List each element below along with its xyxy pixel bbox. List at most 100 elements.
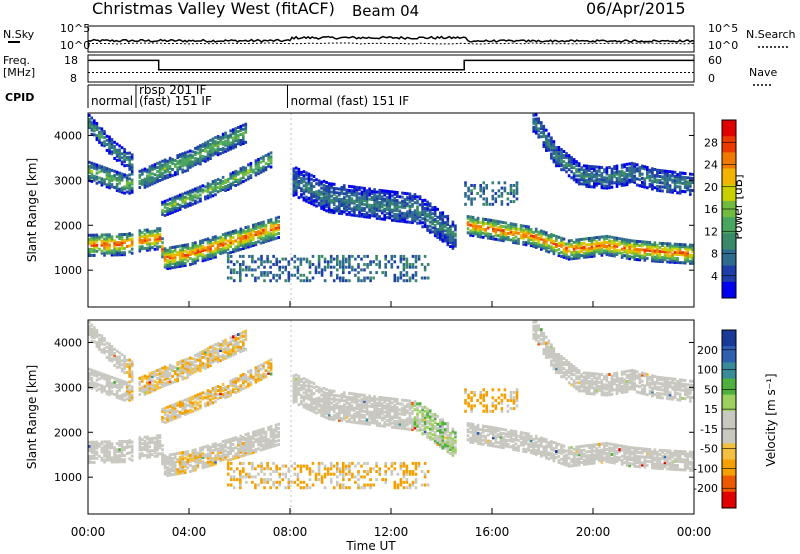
power-cell (194, 201, 197, 205)
power-cell (178, 260, 182, 264)
velocity-cell (110, 357, 114, 361)
power-cell (221, 239, 225, 243)
power-cell (615, 166, 619, 170)
power-cell (196, 200, 200, 204)
power-cell (474, 232, 477, 236)
power-cell (299, 279, 303, 283)
power-cell (115, 150, 119, 154)
power-cell (470, 184, 473, 187)
power-cell (312, 185, 316, 189)
velocity-cell (194, 368, 197, 372)
velocity-cell (231, 455, 235, 459)
velocity-cell (199, 367, 202, 371)
velocity-cell (130, 389, 134, 393)
power-cell (653, 168, 657, 171)
power-cell (666, 169, 669, 173)
velocity-cell (189, 370, 192, 374)
power-cell (216, 137, 220, 140)
power-cell (287, 263, 291, 266)
velocity-cell (166, 417, 169, 421)
power-cell (339, 260, 342, 264)
power-cell (355, 187, 359, 191)
power-cell (628, 162, 631, 166)
velocity-cell (115, 383, 119, 387)
power-cell (231, 130, 235, 134)
power-cell (166, 161, 169, 165)
power-cell (171, 266, 174, 270)
velocity-cell (184, 468, 187, 472)
power-cell (206, 154, 210, 158)
power-cell (176, 196, 179, 200)
power-cell (293, 265, 297, 269)
velocity-cell (105, 452, 109, 456)
power-cell (414, 279, 418, 283)
power-cell (620, 237, 624, 241)
power-cell (229, 230, 232, 234)
velocity-cell (141, 442, 144, 446)
power-cell (224, 133, 227, 137)
power-cell (171, 210, 174, 214)
power-cell (118, 177, 121, 181)
power-cell (643, 181, 647, 185)
power-cell (683, 251, 687, 255)
power-cell (416, 201, 419, 205)
power-cell (330, 190, 333, 194)
power-cell (691, 259, 695, 263)
power-cell (342, 271, 345, 275)
power-cell (249, 174, 253, 178)
power-cell (355, 208, 359, 212)
power-cell (552, 144, 556, 148)
velocity-cell (199, 460, 202, 464)
power-cell (375, 214, 379, 218)
power-cell (421, 217, 424, 221)
velocity-cell (178, 461, 182, 465)
power-cell (391, 194, 394, 198)
power-cell (219, 250, 222, 253)
power-cell (123, 191, 126, 195)
power-cell (363, 199, 366, 202)
power-cell (691, 261, 695, 265)
freq-trace (88, 59, 694, 71)
power-cell (353, 201, 356, 205)
power-cell (176, 202, 179, 206)
power-cell (512, 230, 515, 234)
power-cell (186, 150, 190, 154)
velocity-cell (199, 351, 202, 355)
power-cell (249, 236, 253, 240)
power-cell (676, 242, 679, 246)
velocity-cell (176, 375, 179, 379)
velocity-cell (95, 333, 99, 336)
power-cell (335, 195, 338, 199)
velocity-cell (138, 386, 142, 390)
power-cell (189, 149, 192, 153)
velocity-cell (221, 450, 225, 454)
power-cell (534, 121, 538, 125)
power-cell (216, 236, 220, 240)
power-cell (231, 177, 235, 181)
power-cell (411, 263, 415, 266)
velocity-cell (158, 371, 162, 375)
power-cell (196, 252, 200, 256)
power-cell (311, 263, 315, 266)
power-cell (108, 239, 111, 243)
power-cell (186, 202, 190, 206)
power-cell (620, 165, 624, 169)
power-cell (138, 247, 142, 251)
power-cell (173, 171, 177, 175)
power-cell (257, 172, 260, 176)
power-cell (623, 240, 626, 244)
velocity-cell (186, 363, 190, 367)
power-cell (158, 168, 162, 172)
velocity-cell (166, 459, 169, 463)
power-cell (98, 247, 101, 251)
power-cell (547, 250, 551, 254)
power-cell (263, 260, 266, 264)
power-cell (600, 174, 604, 178)
velocity-cell (130, 458, 134, 462)
velocity-cell (166, 372, 169, 376)
power-cell (560, 240, 563, 244)
power-cell (93, 176, 96, 180)
velocity-cell (130, 372, 134, 376)
power-cell (194, 153, 197, 156)
power-cell (194, 247, 197, 251)
